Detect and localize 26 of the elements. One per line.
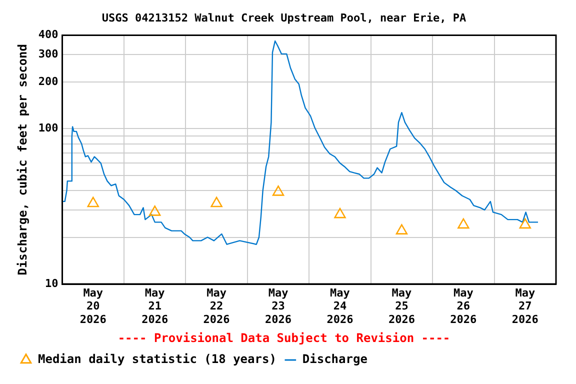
point xyxy=(519,218,531,229)
y-tick-label: 10 xyxy=(45,276,58,290)
point xyxy=(458,218,470,229)
x-tick-label: May 21 2026 xyxy=(142,286,168,326)
x-tick-label: May 22 2026 xyxy=(203,286,230,326)
x-tick-label: May 23 2026 xyxy=(265,286,292,326)
point xyxy=(210,196,222,208)
legend-label: Discharge xyxy=(302,352,368,366)
chart-title: USGS 04213152 Walnut Creek Upstream Pool, near Erie, PA xyxy=(102,11,466,24)
x-tick-label: May 24 2026 xyxy=(326,286,354,326)
y-tick-label: 200 xyxy=(38,74,58,88)
point xyxy=(87,196,99,208)
text: ---- Provisional Data Subject to Revision ---- xyxy=(118,330,450,345)
y-axis-title: Discharge, cubic feet per second xyxy=(15,44,30,276)
x-tick-label: May 20 2026 xyxy=(80,286,107,326)
x-tick-label: May 26 2026 xyxy=(450,286,478,326)
x-tick-label: May 27 2026 xyxy=(512,286,539,326)
y-tick-label: 400 xyxy=(38,28,58,42)
legend-label: Median daily statistic (18 years) xyxy=(38,352,276,366)
x-tick-label: May 25 2026 xyxy=(388,286,416,326)
point xyxy=(272,186,284,196)
point xyxy=(396,224,408,234)
point xyxy=(148,206,161,216)
y-tick-label: 300 xyxy=(38,47,58,60)
point xyxy=(334,208,346,218)
y-tick-label: 100 xyxy=(38,122,58,135)
